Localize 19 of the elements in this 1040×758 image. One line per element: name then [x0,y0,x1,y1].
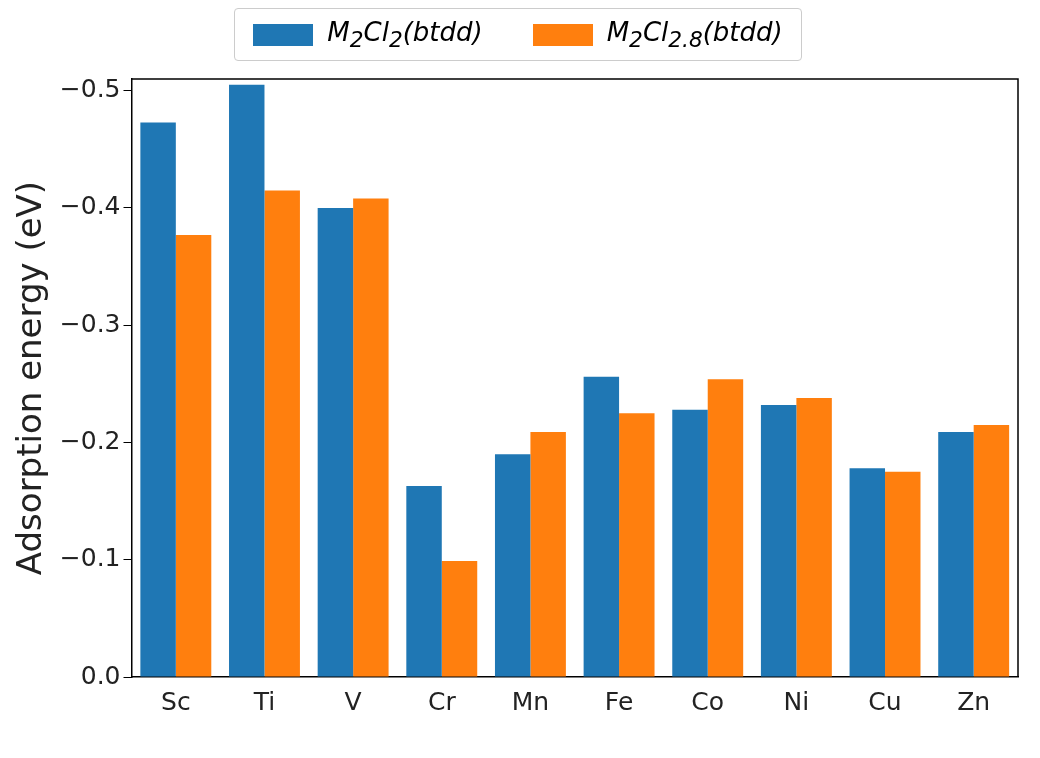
x-tick-label: Zn [957,686,991,716]
x-tick-label: Sc [161,686,191,716]
legend-label: M$_{2}$Cl$_{2.8}$(btdd) [606,17,783,53]
y-tick-label: −0.5 [59,74,121,104]
y-tick-label: −0.1 [59,543,121,573]
x-tick-label: Fe [604,686,634,716]
y-tick-label: −0.4 [59,191,121,221]
y-tick-label: −0.2 [59,426,121,456]
y-tick-label: −0.3 [59,308,121,338]
y-axis-title: Adsorption energy (eV) [9,181,50,576]
x-tick-label: Ni [783,686,810,716]
x-tick-label: Cr [427,686,457,716]
x-tick-label: V [344,686,362,716]
x-tick-label: Cu [868,686,902,716]
x-tick-label: Ti [252,686,276,716]
y-tick-label: 0.0 [80,660,121,690]
x-tick-label: Mn [511,686,550,716]
x-tick-label: Co [691,686,725,716]
legend-label: M$_{2}$Cl$_{2}$(btdd) [327,17,483,53]
